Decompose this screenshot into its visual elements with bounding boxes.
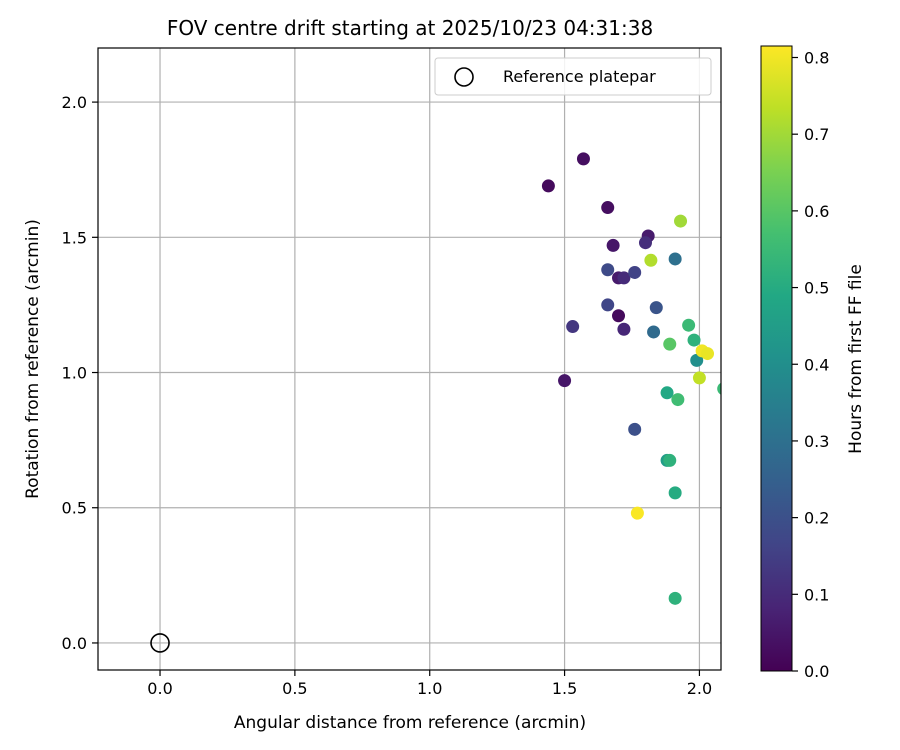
data-point <box>541 179 555 193</box>
legend-reference-marker <box>454 67 474 87</box>
data-point <box>687 333 701 347</box>
x-tick-label: 2.0 <box>687 679 712 698</box>
data-point <box>566 320 580 334</box>
data-point <box>649 301 663 315</box>
colorbar-tick-label: 0.6 <box>804 202 829 221</box>
data-point <box>660 386 674 400</box>
data-point <box>644 253 658 267</box>
x-axis-ticks: 0.0 0.5 1.0 1.5 2.0 <box>147 670 712 698</box>
data-point <box>630 506 644 520</box>
colorbar-tick-label: 0.3 <box>804 432 829 451</box>
y-tick-label: 0.0 <box>62 634 87 653</box>
colorbar-tick-label: 0.4 <box>804 355 829 374</box>
data-point <box>674 214 688 228</box>
data-point <box>601 263 615 277</box>
y-axis-ticks: 0.0 0.5 1.0 1.5 2.0 <box>62 93 98 653</box>
colorbar-tick-label: 0.0 <box>804 662 829 681</box>
colorbar-tick-label: 0.7 <box>804 125 829 144</box>
colorbar <box>760 45 793 672</box>
data-point <box>617 271 631 285</box>
y-tick-label: 1.0 <box>62 364 87 383</box>
x-tick-label: 0.5 <box>282 679 307 698</box>
colorbar-ticks: 0.0 0.1 0.2 0.3 0.4 0.5 0.6 0.7 0.8 <box>792 49 829 681</box>
data-point <box>617 322 631 336</box>
data-point <box>606 238 620 252</box>
data-point <box>717 382 721 395</box>
data-point <box>668 486 682 500</box>
x-tick-label: 1.5 <box>552 679 577 698</box>
plot-frame <box>97 47 722 671</box>
data-point <box>558 374 572 388</box>
y-tick-label: 1.5 <box>62 228 87 247</box>
data-point <box>690 353 704 367</box>
legend-box <box>434 57 712 96</box>
y-tick-label: 2.0 <box>62 93 87 112</box>
data-points <box>541 152 721 605</box>
y-axis-label: Rotation from reference (arcmin) <box>23 219 43 499</box>
data-point <box>663 337 677 351</box>
colorbar-tick-label: 0.2 <box>804 509 829 528</box>
reference-platepar-marker <box>150 633 170 653</box>
data-point <box>692 371 706 385</box>
data-point <box>601 298 615 312</box>
grid-lines <box>98 48 721 670</box>
colorbar-label: Hours from first FF file <box>846 264 866 454</box>
x-tick-label: 0.0 <box>147 679 172 698</box>
x-tick-label: 1.0 <box>417 679 442 698</box>
data-point <box>628 265 642 279</box>
data-point <box>638 236 652 250</box>
legend-reference-label: Reference platepar <box>503 67 656 86</box>
x-axis-label: Angular distance from reference (arcmin) <box>234 713 586 733</box>
colorbar-tick-label: 0.8 <box>804 49 829 68</box>
colorbar-tick-label: 0.5 <box>804 279 829 298</box>
data-point <box>671 393 685 407</box>
data-point <box>663 453 677 467</box>
data-point <box>668 252 682 266</box>
data-point <box>701 347 715 361</box>
colorbar-tick-label: 0.1 <box>804 585 829 604</box>
data-point <box>576 152 590 166</box>
chart-title: FOV centre drift starting at 2025/10/23 … <box>167 16 653 40</box>
legend: Reference platepar <box>434 57 712 96</box>
data-point <box>682 318 696 332</box>
y-tick-label: 0.5 <box>62 499 87 518</box>
data-point <box>612 309 626 323</box>
data-point <box>668 591 682 605</box>
data-point <box>601 201 615 215</box>
data-point <box>647 325 661 339</box>
data-point <box>628 422 642 436</box>
